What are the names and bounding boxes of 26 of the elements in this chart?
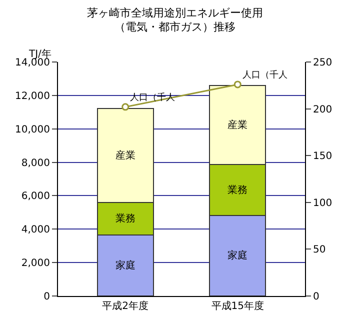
- x-tick-label: 平成2年度: [102, 300, 149, 312]
- y2-tick-label: 0: [313, 292, 320, 302]
- y-tick-label: 8,000: [21, 158, 50, 169]
- x-tick-label: 平成15年度: [211, 300, 264, 312]
- y-axis-title: TJ/年: [28, 48, 52, 60]
- y-tick-label: 12,000: [15, 90, 50, 102]
- text: 家庭: [228, 250, 248, 262]
- text: 人口（千人: [242, 70, 288, 80]
- series-label: 業務: [115, 212, 136, 225]
- y2-tick-label: 50: [313, 244, 326, 256]
- y-tick-label: 0: [44, 292, 50, 302]
- y2-tick-label: 250: [313, 58, 332, 68]
- series-label: 家庭: [115, 259, 136, 272]
- y2-tick-label: 200: [313, 104, 332, 116]
- y2-tick-label: 150: [313, 151, 332, 162]
- chart-title: 茅ヶ崎市全域用途別エネルギー使用: [87, 6, 263, 20]
- chart-subtitle: （電気・都市ガス）推移: [114, 20, 236, 34]
- y-tick-label: 10,000: [15, 124, 50, 136]
- y-tick-label: 4,000: [21, 224, 50, 236]
- y-tick-label: 14,000: [15, 58, 50, 68]
- y2-tick-label: 100: [313, 198, 332, 209]
- text: 産業: [228, 120, 248, 132]
- series-label: 産業: [115, 149, 136, 162]
- text: 業務: [228, 184, 248, 196]
- y-tick-label: 6,000: [21, 191, 50, 202]
- y-tick-label: 2,000: [21, 258, 50, 270]
